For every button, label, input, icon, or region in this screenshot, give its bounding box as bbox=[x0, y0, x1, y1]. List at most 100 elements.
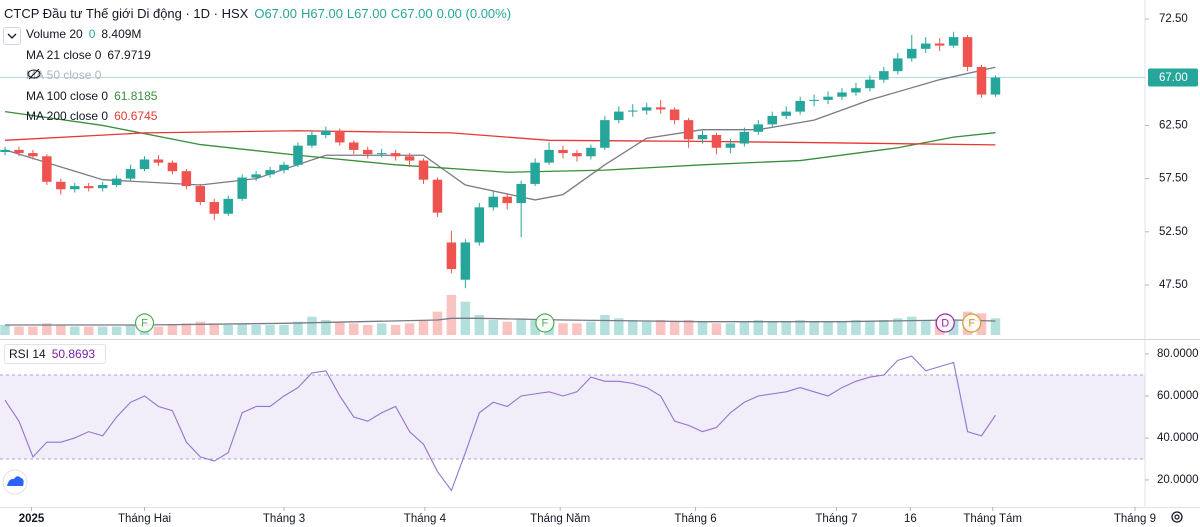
volume-bar bbox=[56, 325, 66, 335]
gear-ring[interactable] bbox=[1171, 511, 1183, 523]
event-circle bbox=[962, 313, 982, 333]
chevron-path[interactable] bbox=[7, 33, 17, 39]
volume-bar bbox=[251, 325, 261, 335]
candle-body bbox=[502, 196, 512, 204]
candle-body bbox=[390, 153, 401, 157]
collapse-legend-button[interactable] bbox=[3, 27, 21, 45]
candle-body bbox=[335, 130, 345, 143]
x-tick-label: Tháng 6 bbox=[674, 513, 716, 525]
volume-bar bbox=[474, 315, 485, 335]
volume-bar bbox=[795, 320, 805, 335]
y-tick-label: 47.50 bbox=[1159, 279, 1188, 291]
volume-bar bbox=[237, 323, 247, 335]
candle-body bbox=[42, 156, 52, 182]
candle-body bbox=[446, 242, 457, 270]
gear-hub[interactable] bbox=[1174, 514, 1180, 520]
ohlc-item: H67.00 bbox=[301, 6, 343, 21]
candle-body bbox=[14, 149, 24, 154]
volume-bar bbox=[321, 320, 331, 335]
volume-bar bbox=[711, 323, 722, 335]
legend-name: Volume 20 bbox=[26, 27, 83, 41]
event-circle bbox=[535, 313, 555, 333]
candle-body bbox=[990, 77, 1001, 95]
volume-bar bbox=[739, 321, 750, 335]
candle-body bbox=[0, 149, 10, 153]
volume-bar bbox=[153, 326, 164, 335]
candle-body bbox=[851, 88, 861, 93]
candle-body bbox=[962, 37, 973, 67]
chevron[interactable] bbox=[4, 28, 20, 44]
volume-bar bbox=[628, 320, 638, 335]
eye[interactable] bbox=[27, 69, 41, 79]
logo-cloud[interactable] bbox=[7, 476, 24, 486]
x-tick-label: Tháng Năm bbox=[530, 513, 590, 525]
volume-bar bbox=[990, 318, 1001, 335]
candle-body bbox=[195, 186, 206, 203]
hidden-eye-icon[interactable] bbox=[26, 68, 42, 80]
volume-bar bbox=[111, 326, 122, 335]
candle-body bbox=[809, 99, 819, 101]
legend-value: 67.9719 bbox=[107, 47, 151, 62]
legend-row[interactable]: MA 200 close 0 60.6745 bbox=[26, 109, 163, 123]
x-tick-label: Tháng Hai bbox=[118, 513, 171, 525]
volume-bar bbox=[572, 323, 582, 335]
volume-bar bbox=[418, 320, 429, 335]
volume-bar bbox=[502, 321, 512, 335]
volume-bar bbox=[683, 320, 694, 335]
rsi-tick-label: 60.0000 bbox=[1157, 390, 1199, 402]
candle-body bbox=[125, 169, 136, 179]
candle-body bbox=[865, 79, 875, 89]
x-tick-label: Tháng 4 bbox=[404, 513, 447, 525]
volume-bar bbox=[516, 318, 526, 335]
event-marker[interactable]: F bbox=[134, 313, 155, 333]
volume-bar bbox=[446, 295, 457, 335]
candle-body bbox=[795, 100, 805, 112]
candle-body bbox=[153, 159, 164, 163]
legend-row[interactable]: MA 21 close 0 67.9719 bbox=[26, 48, 157, 62]
candle-body bbox=[934, 43, 945, 46]
rsi-tick-label: 20.0000 bbox=[1157, 474, 1199, 486]
candle-body bbox=[111, 178, 122, 186]
logo[interactable] bbox=[2, 469, 28, 495]
ohlc-item: C67.00 bbox=[390, 6, 433, 21]
candle-body bbox=[614, 111, 624, 121]
candle-body bbox=[56, 181, 66, 190]
volume-bar bbox=[893, 318, 903, 335]
symbol-title[interactable]: CTCP Đầu tư Thế giới Di động · 1D · HSX bbox=[4, 6, 249, 21]
legend-row[interactable]: MA 50 close 0 bbox=[26, 68, 107, 82]
rsi-tick-label: 80.0000 bbox=[1157, 348, 1199, 360]
candle-body bbox=[251, 174, 261, 178]
volume-bar bbox=[404, 323, 415, 335]
legend-value: 8.409M bbox=[101, 27, 142, 41]
y-tick-label: 62.50 bbox=[1159, 119, 1188, 131]
volume-bar bbox=[432, 311, 443, 335]
settings-icon[interactable] bbox=[1171, 511, 1183, 523]
volume-bar bbox=[42, 323, 52, 335]
eye-slash[interactable] bbox=[28, 68, 40, 80]
volume-bar bbox=[669, 321, 680, 335]
legend-row[interactable]: Volume 20 0 8.409M bbox=[26, 27, 147, 41]
candle-body bbox=[600, 120, 610, 148]
volume-bar bbox=[600, 315, 610, 335]
event-marker[interactable]: D bbox=[935, 313, 955, 333]
rsi-legend[interactable]: RSI 14 50.8693 bbox=[4, 344, 107, 364]
event-marker[interactable]: F bbox=[962, 313, 982, 333]
candle-body bbox=[586, 147, 596, 157]
event-label: D bbox=[941, 317, 949, 329]
ma-line bbox=[4, 66, 996, 201]
volume-bar bbox=[879, 320, 889, 335]
volume-bar bbox=[376, 323, 387, 335]
rsi-name: RSI 14 bbox=[9, 347, 46, 361]
ohlc-item: 0.00 (0.00%) bbox=[436, 6, 512, 21]
event-marker[interactable]: F bbox=[535, 313, 555, 333]
x-tick-label: Tháng 7 bbox=[815, 513, 857, 525]
volume-bar bbox=[83, 326, 94, 335]
volume-bar bbox=[767, 321, 778, 335]
candle-body bbox=[460, 242, 471, 280]
volume-bar bbox=[335, 321, 345, 335]
legend-row[interactable]: MA 100 close 0 61.8185 bbox=[26, 89, 163, 103]
y-tick-label: 52.50 bbox=[1159, 226, 1188, 238]
legend-name: MA 100 close 0 bbox=[26, 88, 109, 103]
candle-body bbox=[893, 58, 903, 72]
